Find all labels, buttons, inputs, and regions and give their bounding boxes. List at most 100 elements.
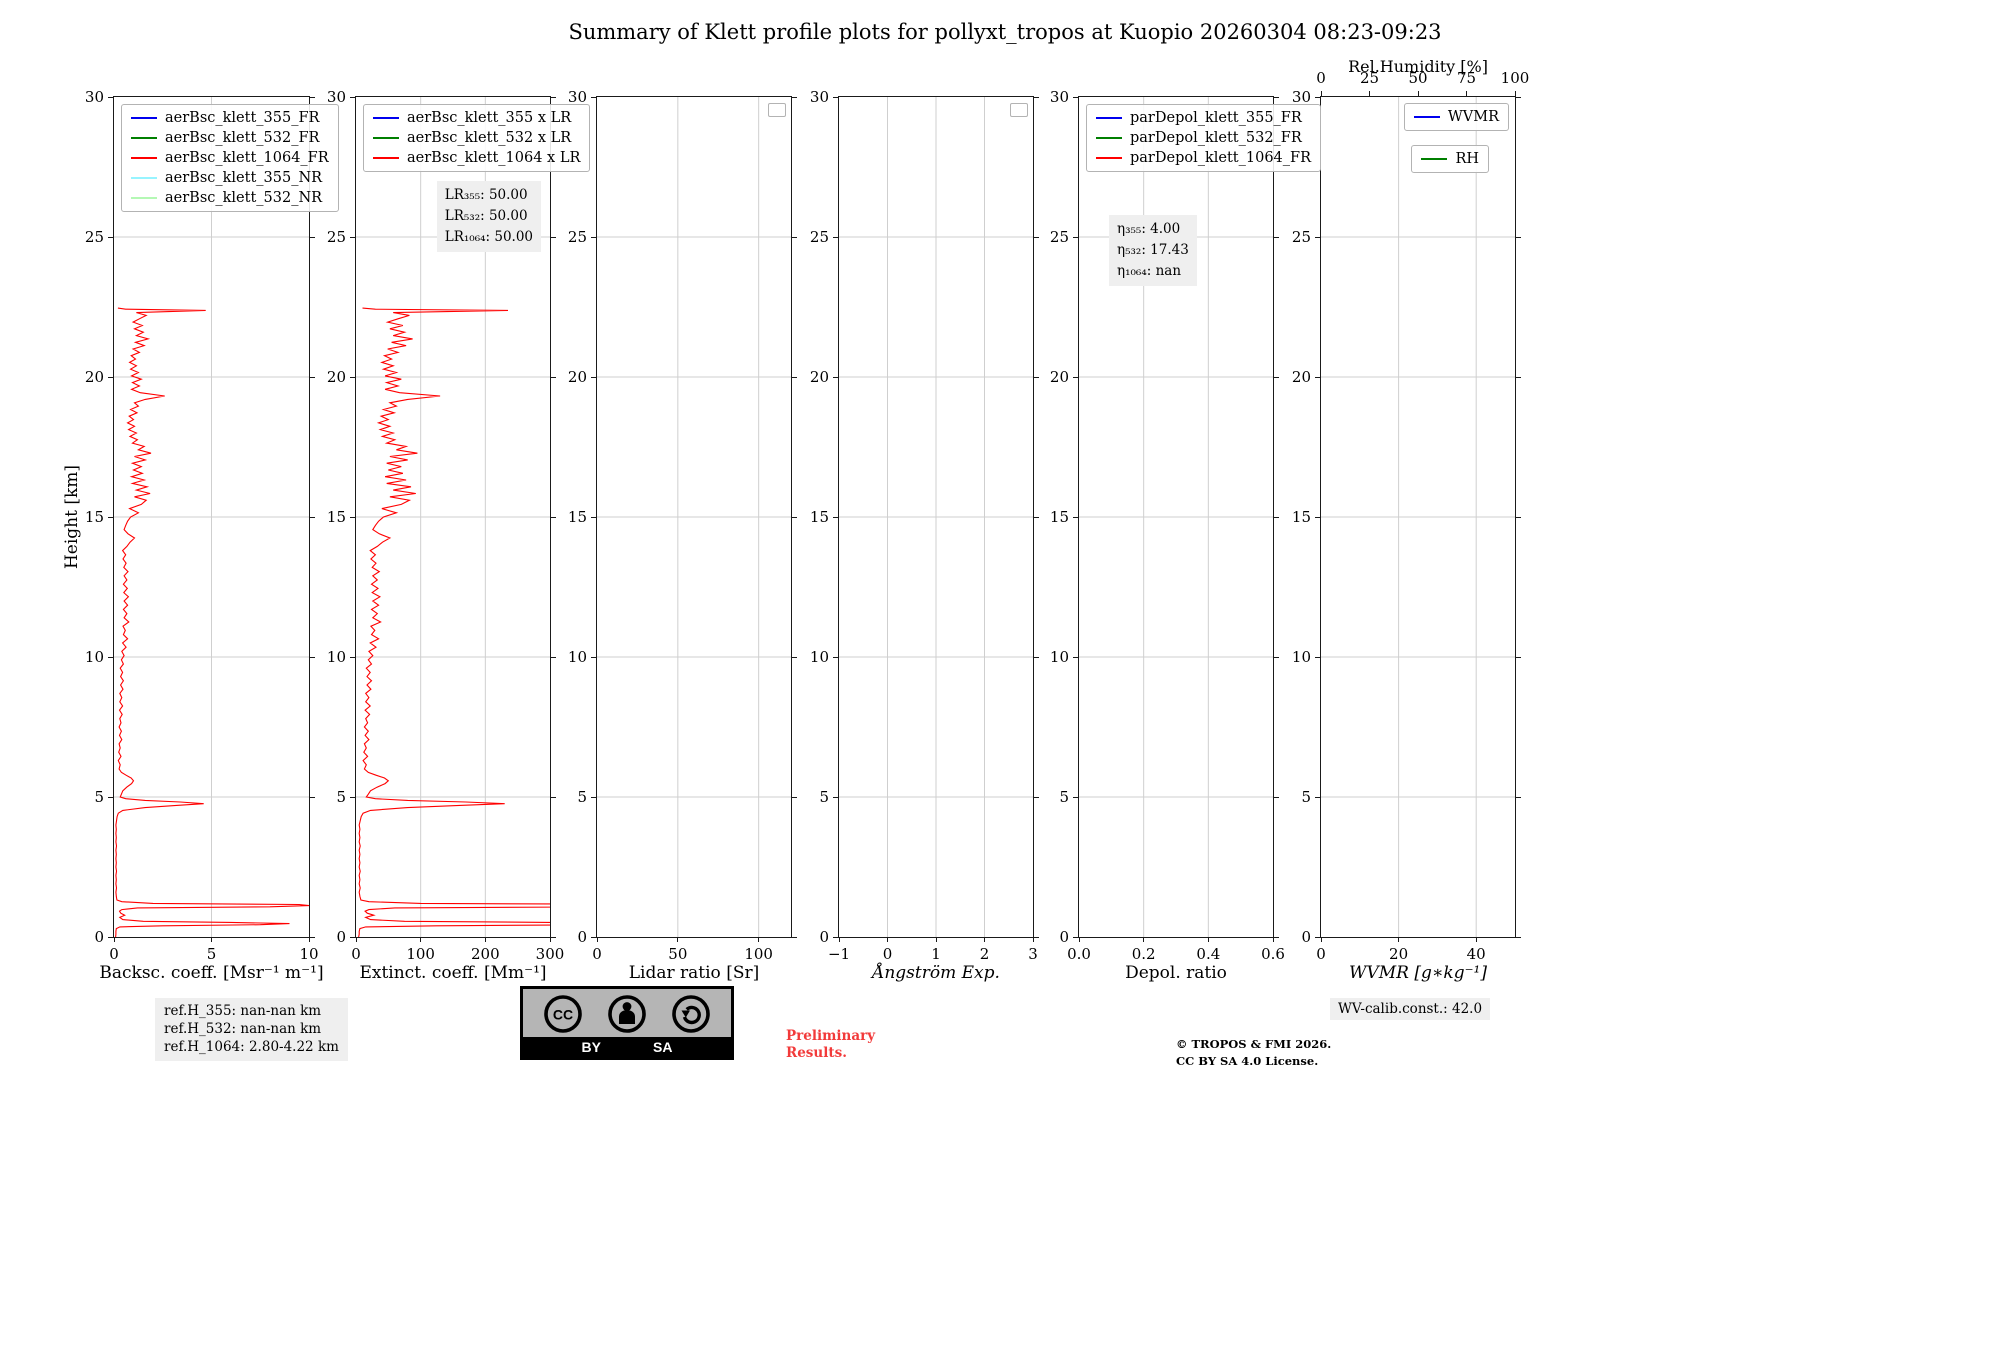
tick-mark	[1369, 91, 1370, 97]
tick-mark	[1315, 376, 1321, 378]
annotation-line: η₃₅₅: 4.00	[1117, 221, 1181, 237]
legend-line-swatch	[373, 137, 399, 139]
annotation-line: LR₃₅₅: 50.00	[444, 187, 528, 203]
tick-mark	[309, 236, 315, 238]
y-tick-label: 15	[1049, 508, 1069, 526]
y-tick-label: 15	[326, 508, 346, 526]
legend-line-swatch	[1421, 158, 1448, 160]
y-tick-label: 0	[94, 928, 104, 946]
tick-mark	[1515, 796, 1521, 798]
x-tick-label: 100	[406, 945, 435, 963]
tick-mark	[1032, 937, 1034, 942]
annotation-line: η₅₃₂: 17.43	[1117, 241, 1189, 258]
eta-annotation: η₃₅₅: 4.00 η₅₃₂: 17.43 η₁₀₆₄: nan	[1109, 215, 1197, 286]
tick-mark	[833, 96, 839, 98]
y-tick-label: 0	[819, 928, 829, 946]
tick-mark	[108, 516, 114, 518]
legend-item: WVMR	[1413, 109, 1499, 125]
tick-mark	[1273, 236, 1279, 238]
legend-item: aerBsc_klett_1064_FR	[131, 150, 329, 166]
annotation-line: η₁₀₆₄: nan	[1117, 262, 1182, 279]
tick-mark	[1033, 236, 1039, 238]
x-tick-label: 0.2	[1131, 945, 1156, 963]
tick-mark	[1273, 376, 1279, 378]
svg-text:CC: CC	[553, 1007, 573, 1023]
legend-line-swatch	[1096, 137, 1122, 139]
tick-mark	[1514, 91, 1516, 97]
tick-mark	[887, 937, 888, 942]
y-tick-label: 5	[819, 788, 829, 806]
legend-label: parDepol_klett_532_FR	[1130, 130, 1302, 146]
tick-mark	[350, 516, 356, 518]
tick-mark	[309, 656, 315, 658]
legend-label: aerBsc_klett_532_NR	[165, 190, 323, 206]
wvmr-legend: WVMR	[1403, 103, 1509, 131]
preliminary-results-note: Preliminary Results.	[786, 1028, 875, 1062]
tick-mark	[549, 937, 551, 942]
y-tick-label: 0	[336, 928, 346, 946]
tick-mark	[791, 376, 797, 378]
y-tick-label: 20	[1049, 368, 1069, 386]
legend-label: aerBsc_klett_355_NR	[165, 170, 323, 186]
angstrom-plot-area	[839, 97, 1033, 937]
tick-mark	[591, 796, 597, 798]
y-tick-label: 10	[809, 648, 829, 666]
tick-mark	[1515, 516, 1521, 518]
x-tick-label: 0.6	[1261, 945, 1285, 963]
legend-item: aerBsc_klett_355_FR	[131, 110, 329, 126]
tick-mark	[758, 937, 760, 942]
height-axis-label: Height [km]	[62, 464, 82, 570]
y-tick-label: 0	[1059, 928, 1069, 946]
wvmr-xlabel: WVMR [g∗kg⁻¹]	[1348, 963, 1488, 983]
tick-mark	[1398, 937, 1400, 942]
tick-mark	[1033, 516, 1039, 518]
license-line: CC BY SA 4.0 License.	[1176, 1054, 1319, 1069]
tick-mark	[550, 96, 556, 98]
legend-item: aerBsc_klett_532_NR	[131, 190, 329, 206]
rh-legend: RH	[1411, 145, 1489, 173]
tick-mark	[833, 516, 839, 518]
tick-mark	[309, 516, 315, 518]
tick-mark	[1315, 656, 1321, 658]
tick-mark	[1315, 796, 1321, 798]
tick-mark	[1073, 96, 1079, 98]
x-tick-label: 0.4	[1196, 945, 1221, 963]
tick-mark	[1315, 236, 1321, 238]
legend-item: parDepol_klett_355_FR	[1096, 110, 1311, 126]
tick-mark	[591, 936, 597, 938]
tick-mark	[791, 236, 797, 238]
tick-mark	[108, 796, 114, 798]
top-x-tick-label: 25	[1359, 69, 1380, 87]
tick-mark	[1273, 656, 1279, 658]
tick-mark	[833, 796, 839, 798]
legend-item: parDepol_klett_532_FR	[1096, 130, 1311, 146]
legend-line-swatch	[131, 197, 157, 199]
x-tick-label: 0	[1316, 945, 1326, 963]
extinction-legend: aerBsc_klett_355 x LR aerBsc_klett_532 x…	[363, 104, 591, 172]
x-tick-label: 10	[299, 945, 319, 963]
tick-mark	[1417, 91, 1419, 97]
y-tick-label: 10	[1291, 648, 1311, 666]
cc-icon: CC	[544, 995, 582, 1033]
y-tick-label: 5	[94, 788, 104, 806]
tick-mark	[550, 656, 556, 658]
legend-item: aerBsc_klett_532_FR	[131, 130, 329, 146]
top-x-tick-label: 100	[1500, 69, 1530, 87]
empty-legend-box	[768, 103, 786, 117]
y-tick-label: 30	[567, 88, 587, 106]
share-alike-icon	[672, 995, 710, 1033]
x-tick-label: 5	[206, 945, 217, 963]
legend-item: aerBsc_klett_355 x LR	[373, 110, 580, 126]
x-tick-label: 0	[109, 945, 119, 963]
tick-mark	[833, 936, 839, 938]
tick-mark	[350, 236, 356, 238]
tick-mark	[1078, 937, 1080, 942]
tick-mark	[591, 376, 597, 378]
tick-mark	[350, 936, 356, 938]
cc-by-label: BY	[581, 1039, 601, 1055]
x-tick-label: 0.0	[1067, 945, 1091, 963]
y-tick-label: 20	[84, 368, 104, 386]
preliminary-line: Preliminary	[786, 1028, 876, 1044]
annotation-line: LR₅₃₂: 50.00	[444, 207, 528, 224]
